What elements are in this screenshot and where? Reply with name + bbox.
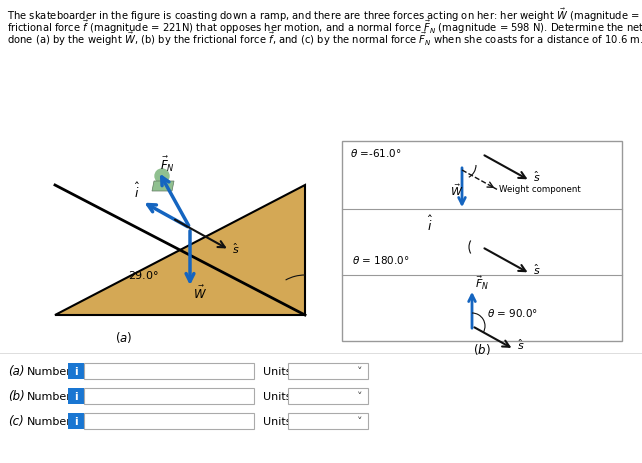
Text: Units: Units (263, 366, 291, 376)
Text: (b): (b) (8, 390, 25, 403)
Text: ˅: ˅ (357, 391, 363, 401)
Text: $\theta$ =-61.0°: $\theta$ =-61.0° (350, 147, 401, 159)
Text: ˅: ˅ (357, 366, 363, 376)
Bar (342, 142, 622, 341)
Text: $\hat{i}$: $\hat{i}$ (427, 214, 433, 233)
Text: $\vec{W}$: $\vec{W}$ (450, 182, 464, 198)
Text: $29.0°$: $29.0°$ (128, 269, 159, 281)
Text: Weight component: Weight component (499, 185, 581, 194)
Circle shape (155, 169, 169, 184)
Text: $\hat{s}$: $\hat{s}$ (533, 262, 541, 276)
Text: Number: Number (27, 416, 72, 426)
Bar (288, 363, 368, 379)
Text: ˅: ˅ (357, 416, 363, 426)
Text: $(b)$: $(b)$ (473, 341, 491, 356)
Text: i: i (74, 391, 78, 401)
Bar (84, 388, 254, 404)
Text: $(a)$: $(a)$ (115, 329, 132, 344)
Text: $\hat{s}$: $\hat{s}$ (533, 169, 541, 183)
Text: Number: Number (27, 391, 72, 401)
Text: Number: Number (27, 366, 72, 376)
Bar (68, 363, 84, 379)
Polygon shape (152, 181, 174, 192)
Text: $\theta$ = 180.0°: $\theta$ = 180.0° (352, 253, 410, 265)
Text: i: i (74, 416, 78, 426)
Text: $\vec{F}_N$: $\vec{F}_N$ (475, 274, 489, 291)
Bar (84, 413, 254, 429)
Text: $\theta$ = 90.0°: $\theta$ = 90.0° (487, 307, 538, 319)
Text: frictional force $\vec{f}$ (magnitude = 221N) that opposes her motion, and a nor: frictional force $\vec{f}$ (magnitude = … (7, 19, 642, 36)
Text: Units: Units (263, 391, 291, 401)
Text: The skateboarder in the figure is coasting down a ramp, and there are three forc: The skateboarder in the figure is coasti… (7, 7, 642, 25)
Text: (a): (a) (8, 365, 24, 378)
Text: $\vec{F}_N$: $\vec{F}_N$ (160, 155, 175, 174)
Text: i: i (74, 366, 78, 376)
Text: Units: Units (263, 416, 291, 426)
Bar (288, 413, 368, 429)
Text: (c): (c) (8, 414, 24, 427)
Text: $\hat{i}$: $\hat{i}$ (134, 182, 140, 201)
Text: $\hat{s}$: $\hat{s}$ (232, 241, 240, 255)
Bar (84, 363, 254, 379)
Text: $\hat{s}$: $\hat{s}$ (517, 337, 525, 351)
Bar (68, 388, 84, 404)
Polygon shape (55, 186, 305, 315)
Bar (288, 388, 368, 404)
Bar (68, 413, 84, 429)
Text: $\vec{W}$: $\vec{W}$ (193, 284, 207, 301)
Text: done (a) by the weight $\vec{W}$, (b) by the frictional force $\vec{f}$, and (c): done (a) by the weight $\vec{W}$, (b) by… (7, 31, 642, 48)
